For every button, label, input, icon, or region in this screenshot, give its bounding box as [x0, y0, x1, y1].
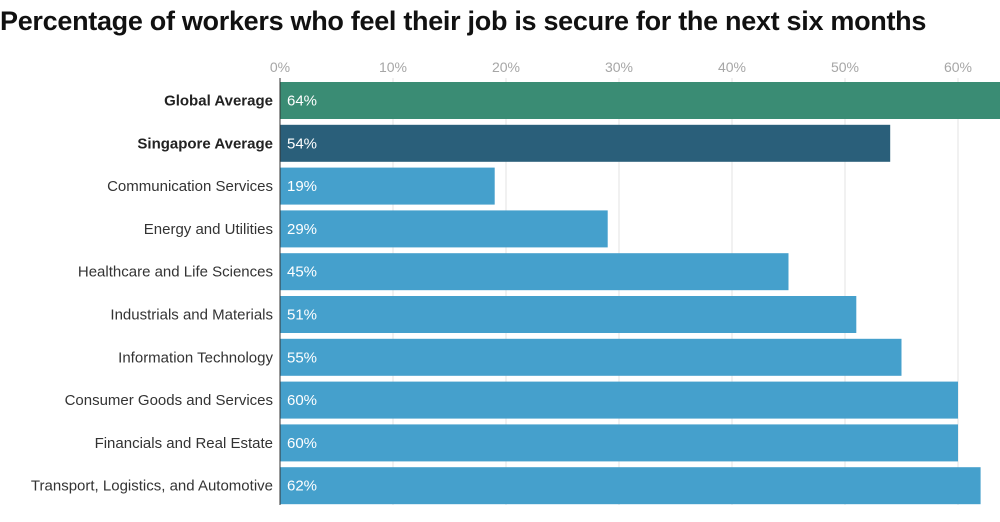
- x-tick-label: 0%: [270, 59, 290, 75]
- category-label: Singapore Average: [137, 135, 273, 152]
- category-label: Healthcare and Life Sciences: [78, 264, 273, 281]
- x-tick-label: 60%: [944, 59, 972, 75]
- value-label: 64%: [287, 93, 317, 110]
- value-label: 54%: [287, 135, 317, 152]
- x-tick-label: 30%: [605, 59, 633, 75]
- category-label: Industrials and Materials: [110, 307, 273, 324]
- category-label: Consumer Goods and Services: [65, 392, 273, 409]
- bar: [280, 167, 495, 205]
- bar: [280, 424, 958, 462]
- category-labels: Global Average Singapore Average Communica…: [31, 93, 274, 495]
- bars: [280, 82, 1000, 505]
- x-tick-label: 40%: [718, 59, 746, 75]
- x-tick-label: 50%: [831, 59, 859, 75]
- bar: [280, 381, 958, 419]
- chart-title: Percentage of workers who feel their job…: [0, 6, 927, 36]
- value-label: 55%: [287, 349, 317, 366]
- bar: [280, 82, 1000, 119]
- value-label: 60%: [287, 435, 317, 452]
- bar: [280, 467, 981, 505]
- value-label: 62%: [287, 478, 317, 495]
- value-label: 29%: [287, 221, 317, 238]
- value-label: 51%: [287, 307, 317, 324]
- bar: [280, 253, 789, 291]
- value-label: 60%: [287, 392, 317, 409]
- x-tick-label: 20%: [492, 59, 520, 75]
- category-label: Information Technology: [118, 349, 273, 366]
- category-label: Transport, Logistics, and Automotive: [31, 478, 273, 495]
- value-labels: 64% 54% 19% 29% 45% 51% 55% 60% 60% 62%: [287, 93, 317, 495]
- bar: [280, 124, 891, 162]
- bar: [280, 210, 608, 248]
- x-tick-label: 10%: [379, 59, 407, 75]
- category-label: Energy and Utilities: [144, 221, 273, 238]
- bar: [280, 338, 902, 376]
- category-label: Communication Services: [107, 178, 273, 195]
- x-axis-ticks: 0% 10% 20% 30% 40% 50% 60%: [270, 59, 972, 75]
- value-label: 19%: [287, 178, 317, 195]
- category-label: Financials and Real Estate: [95, 435, 273, 452]
- value-label: 45%: [287, 264, 317, 281]
- bar: [280, 296, 857, 333]
- category-label: Global Average: [164, 93, 273, 110]
